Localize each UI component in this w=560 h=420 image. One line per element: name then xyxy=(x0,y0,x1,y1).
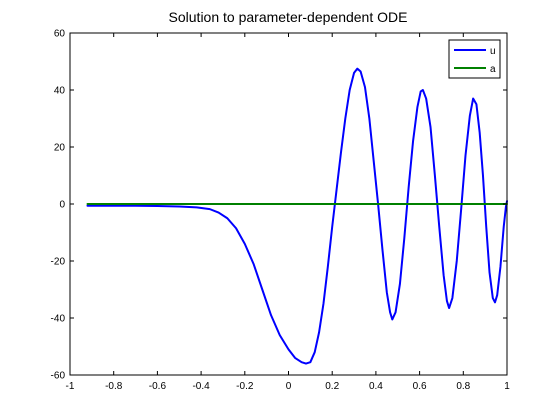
series-line-u xyxy=(86,67,508,365)
legend-label-u: u xyxy=(490,46,496,57)
y-tick-label: 60 xyxy=(54,29,66,40)
y-tick-label: -40 xyxy=(51,314,66,325)
x-tick-label: -0.2 xyxy=(236,381,254,392)
y-tick-label: -20 xyxy=(51,257,66,268)
y-tick-label: -60 xyxy=(51,371,66,382)
y-tick-label: 20 xyxy=(54,143,66,154)
x-tick-label: 0.8 xyxy=(456,381,470,392)
axes-layer: -1 -0.8 -0.6 -0.4 -0.2 0 0.2 0.4 0.6 0.8 1 -60 -40 -2… xyxy=(51,29,511,393)
x-tick-label: -0.8 xyxy=(105,381,123,392)
x-tick-label: 0.4 xyxy=(369,381,383,392)
x-tick-label: 1 xyxy=(504,381,510,392)
x-tick-label: 0.2 xyxy=(325,381,339,392)
legend-box xyxy=(448,39,501,79)
legend: ua xyxy=(448,39,501,79)
y-tick-label: 40 xyxy=(54,86,66,97)
legend-label-a: a xyxy=(490,64,496,75)
x-tick-label: 0.6 xyxy=(413,381,427,392)
x-tick-label: -0.6 xyxy=(149,381,167,392)
x-tick-label: -0.4 xyxy=(192,381,210,392)
series-layer xyxy=(86,67,508,365)
y-tick-label: 0 xyxy=(59,200,65,211)
chart-title: Solution to parameter-dependent ODE xyxy=(169,9,408,25)
x-tick-label: 0 xyxy=(286,381,292,392)
x-tick-label: -1 xyxy=(66,381,75,392)
